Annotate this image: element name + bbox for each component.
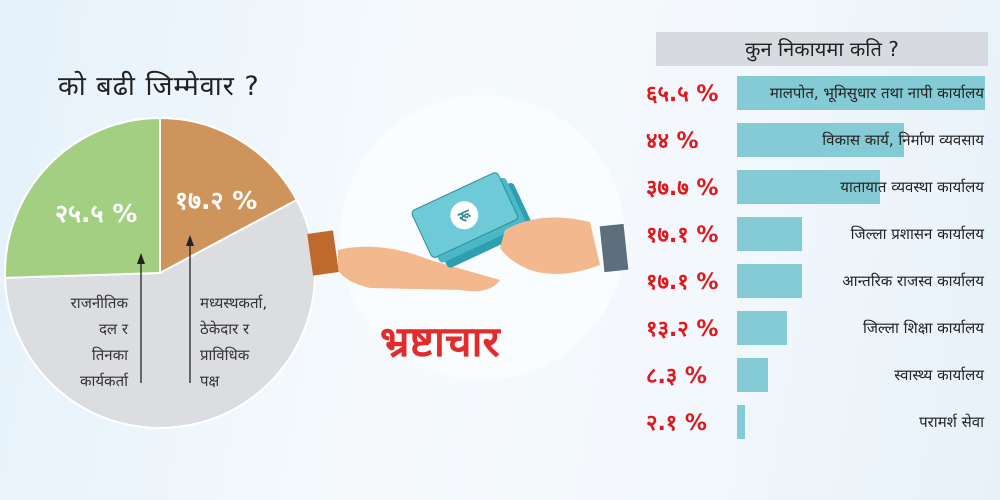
pie-slice [159, 116, 299, 275]
pie-note-right: मध्यस्थकर्ता, ठेकेदार र प्राविधिक पक्ष [200, 290, 267, 394]
arrow-right-head [186, 235, 194, 246]
bar-category-label: परामर्श सेवा [919, 413, 984, 431]
pie-slice [4, 116, 161, 279]
bar-row: ४४ % विकास कार्य, निर्माण व्यवसाय [646, 123, 996, 157]
right-sleeve-icon [599, 223, 629, 273]
note-line: प्राविधिक [200, 346, 250, 364]
pie-slice [4, 198, 316, 429]
bar-value-label: ४४ % [646, 129, 699, 154]
bar-category-label: स्वास्थ्य कार्यालय [894, 366, 984, 384]
bar [737, 264, 802, 298]
bar-category-label: जिल्ला शिक्षा कार्यालय [863, 319, 984, 337]
bar [737, 76, 985, 110]
bar-value-label: ३७.७ % [646, 176, 719, 201]
pie-arrows [137, 235, 194, 383]
pie-note-left: राजनीतिक दल र तिनका कार्यकर्ता [40, 290, 128, 394]
note-line: तिनका [91, 346, 128, 364]
bar [737, 170, 880, 204]
pie-chart [4, 116, 316, 429]
bar [737, 217, 802, 251]
bar-category-label: यातायात व्यवस्था कार्यालय [840, 178, 984, 196]
note-line: राजनीतिक [70, 294, 128, 312]
note-line: ठेकेदार र [200, 320, 250, 338]
bar-row: ६५.५ % मालपोत, भूमिसुधार तथा नापी कार्याल… [646, 76, 996, 110]
bar-row: १३.२ % जिल्ला शिक्षा कार्यालय [646, 311, 996, 345]
bar-row: १७.१ % जिल्ला प्रशासन कार्यालय [646, 217, 996, 251]
bribe-hands-illustration: रू [307, 172, 629, 292]
bar-row: २.१ % परामर्श सेवा [646, 405, 996, 439]
money-icon: रू [411, 172, 534, 268]
note-line: मध्यस्थकर्ता, [200, 294, 268, 312]
note-line: कार्यकर्ता [79, 372, 128, 390]
bar [737, 311, 787, 345]
bar-chart-title: कुन निकायमा कति ? [656, 32, 988, 66]
giving-hand-icon [500, 217, 600, 274]
corruption-title: भ्रष्टाचार [380, 317, 500, 366]
bar-category-label: आन्तरिक राजस्व कार्यालय [842, 272, 984, 290]
pie-title: को बढी जिम्मेवार ? [58, 71, 260, 102]
pie-label-green: २५.५ % [55, 199, 138, 228]
bar [737, 405, 745, 439]
pie-label-orange: १७.२ % [175, 186, 258, 215]
bar-category-label: जिल्ला प्रशासन कार्यालय [850, 225, 984, 243]
bar-row: ८.३ % स्वास्थ्य कार्यालय [646, 358, 996, 392]
bar-category-label: विकास कार्य, निर्माण व्यवसाय [822, 131, 984, 149]
open-hand-icon [338, 246, 500, 292]
bar [737, 123, 904, 157]
left-sleeve-icon [307, 230, 339, 276]
bar-value-label: १३.२ % [646, 317, 719, 342]
bar-value-label: २.१ % [646, 411, 707, 436]
bar-category-label: मालपोत, भूमिसुधार तथा नापी कार्यालय [769, 84, 984, 102]
bar-value-label: १७.१ % [646, 223, 719, 248]
bar [737, 358, 769, 392]
bar-value-label: ८.३ % [646, 364, 707, 389]
bar-value-label: १७.१ % [646, 270, 719, 295]
bar-row: ३७.७ % यातायात व्यवस्था कार्यालय [646, 170, 996, 204]
note-line: दल र [98, 320, 128, 338]
bar-row: १७.१ % आन्तरिक राजस्व कार्यालय [646, 264, 996, 298]
note-line: पक्ष [200, 372, 220, 390]
bar-value-label: ६५.५ % [646, 82, 719, 107]
arrow-left-head [137, 253, 145, 264]
